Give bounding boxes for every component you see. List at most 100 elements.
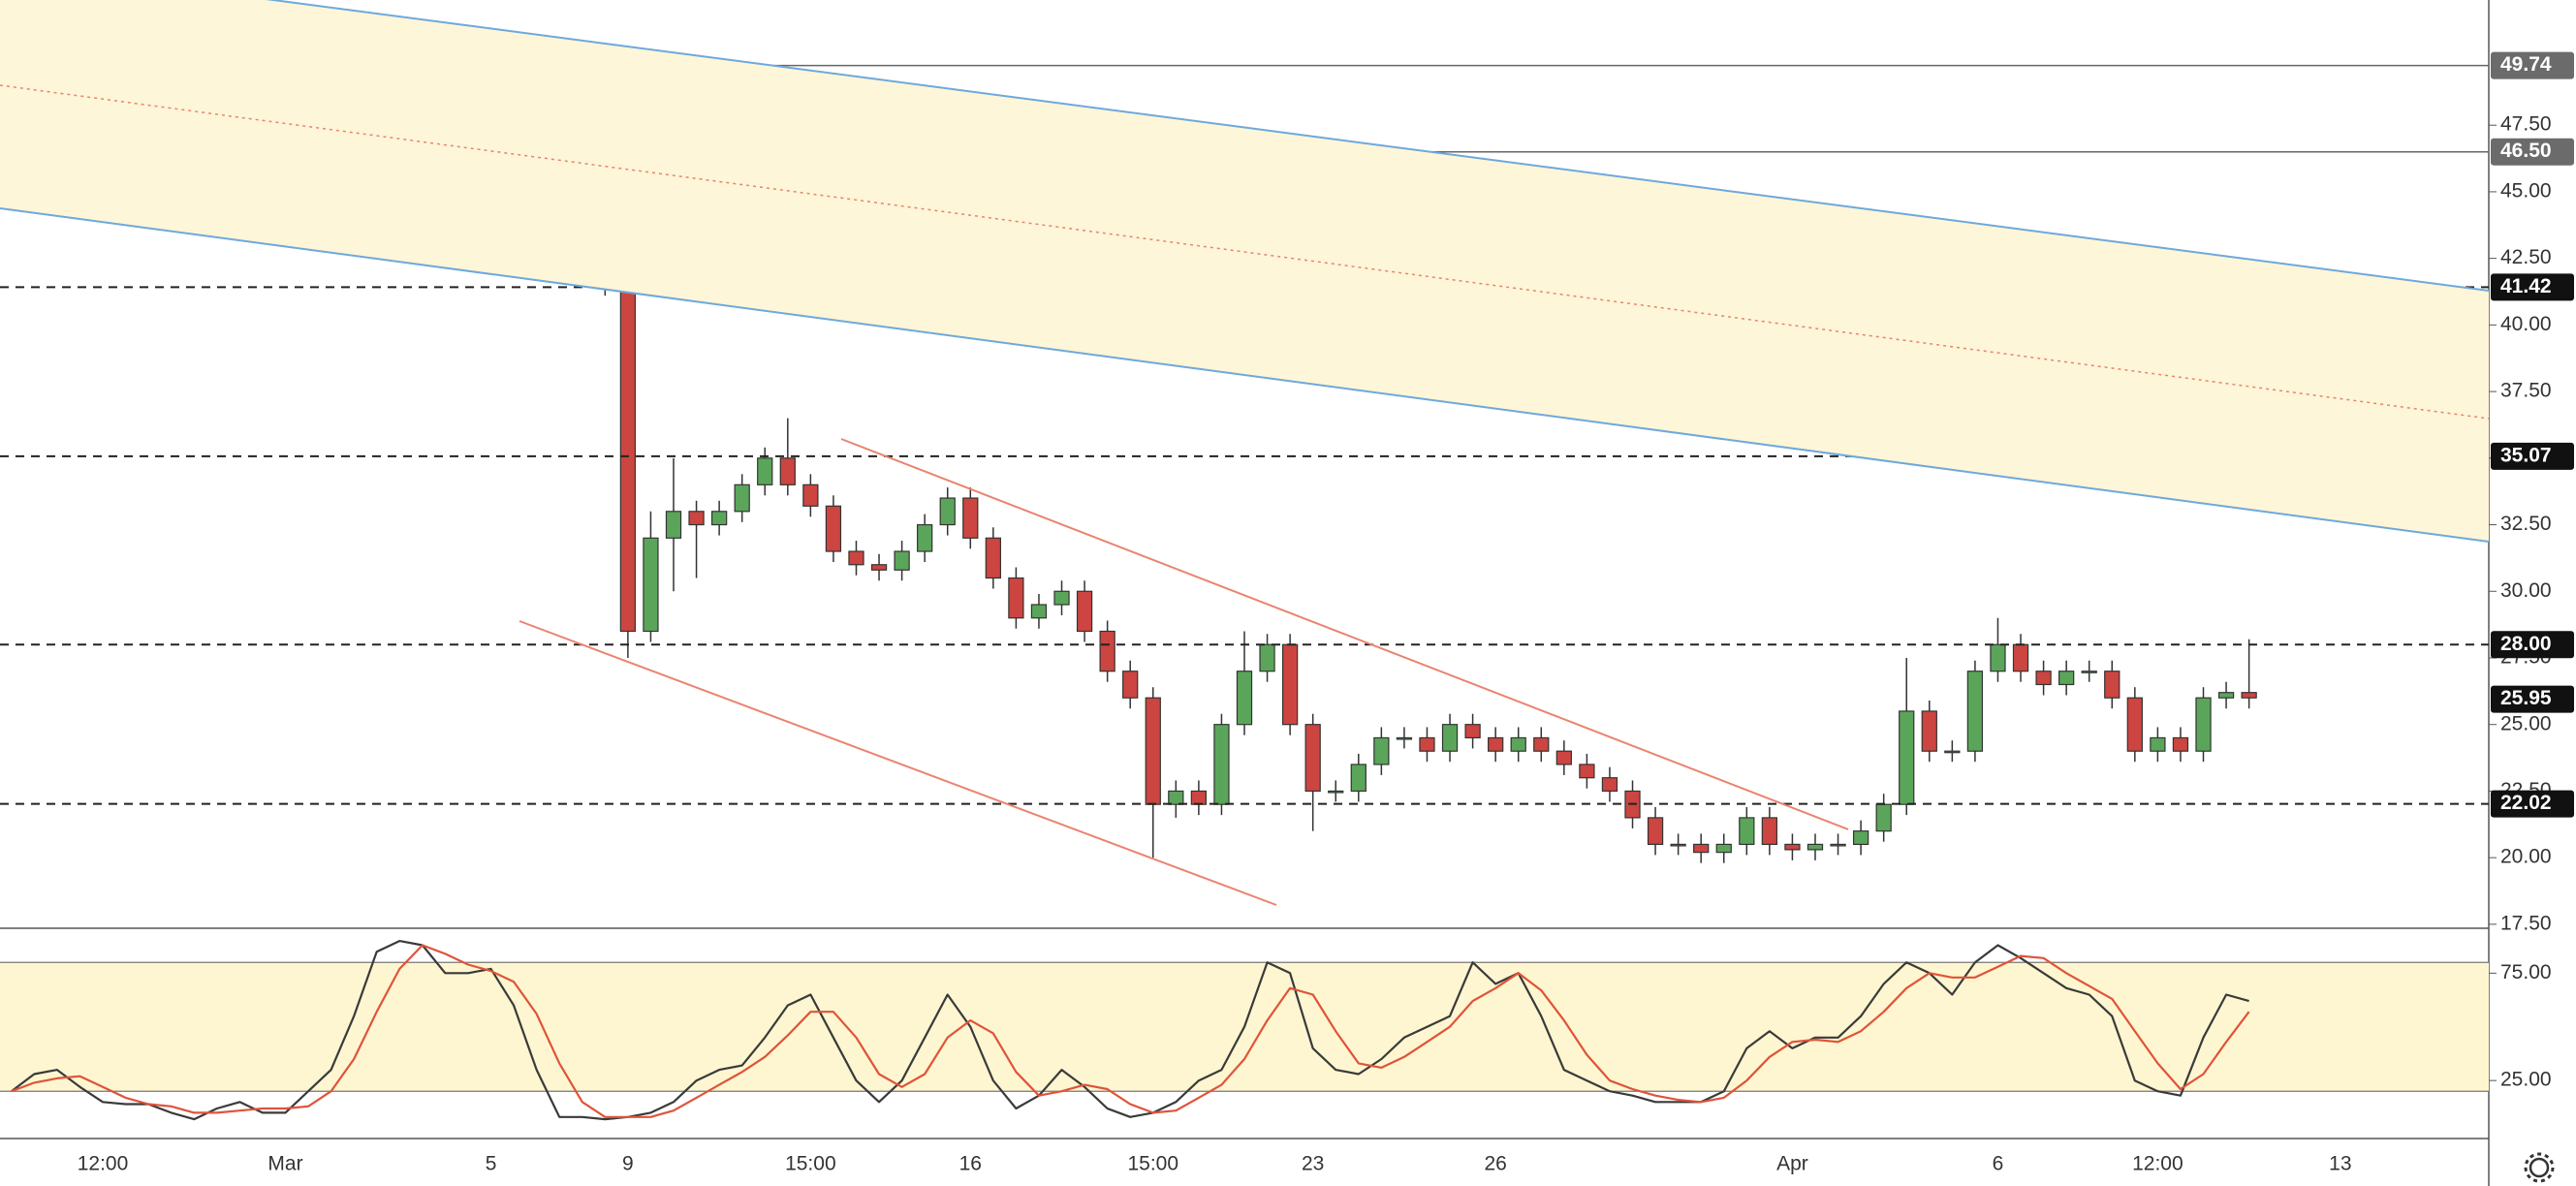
candle-body <box>1990 643 2006 672</box>
price-level-box <box>2491 51 2574 79</box>
price-level-box <box>2491 631 2574 659</box>
x-tick-label: 26 <box>1484 1153 1506 1175</box>
candle-body <box>1076 590 1093 633</box>
candle-body <box>2241 692 2257 699</box>
candle-body <box>1145 697 1161 805</box>
candle-body <box>1555 750 1572 765</box>
x-tick-label: 5 <box>486 1153 497 1175</box>
gear-teeth[interactable] <box>2524 1152 2555 1183</box>
price-level-label: 28.00 <box>2500 633 2552 655</box>
candle-body <box>1441 724 1459 752</box>
candle-body <box>643 537 659 633</box>
candle-body <box>939 497 956 526</box>
y-tick-label: 20.00 <box>2500 846 2552 868</box>
candle-body <box>1168 790 1184 805</box>
candle-body <box>1670 843 1686 847</box>
y-tick-label: 32.50 <box>2500 513 2552 535</box>
candle-body <box>870 564 888 571</box>
channel-lower <box>0 207 2490 543</box>
candle-body <box>2012 643 2029 672</box>
candle-body <box>1601 777 1618 793</box>
price-level-box <box>2491 138 2574 166</box>
candle-body <box>1122 671 1139 699</box>
price-level-box <box>2491 273 2574 301</box>
candle-body <box>1373 736 1390 765</box>
candle-body <box>1647 817 1664 846</box>
candle-body <box>1899 710 1915 805</box>
drawings <box>0 0 2490 906</box>
x-tick-label: 15:00 <box>785 1153 836 1175</box>
candle-body <box>2081 671 2097 673</box>
last-price-label: 25.95 <box>2500 687 2552 709</box>
candle-body <box>688 511 705 526</box>
x-tick-label: 15:00 <box>1127 1153 1178 1175</box>
candle-body <box>1579 764 1595 779</box>
candle-body <box>1510 736 1526 752</box>
candle-body <box>1715 843 1732 854</box>
candle-body <box>1921 710 1937 752</box>
candle-body <box>1966 671 1984 752</box>
y-tick-label: 30.00 <box>2500 579 2552 602</box>
candle-body <box>1281 643 1299 726</box>
candle-body <box>1053 590 1070 606</box>
y-tick-label: 40.00 <box>2500 313 2552 335</box>
last-price-box <box>2491 685 2574 713</box>
y-tick-label: 42.50 <box>2500 246 2552 268</box>
candle-body <box>1875 803 1892 832</box>
candle-body <box>1852 830 1869 846</box>
stochastic-line <box>11 944 2250 1118</box>
y-tick-label: 47.50 <box>2500 113 2552 136</box>
price-level-label: 41.42 <box>2500 275 2552 297</box>
trend-upper <box>840 438 1849 830</box>
gear[interactable] <box>2529 1157 2550 1178</box>
candle-body <box>1396 736 1413 740</box>
candle-body <box>1784 843 1801 851</box>
x-tick-label: 9 <box>622 1153 634 1175</box>
candle-body <box>665 511 682 539</box>
y-tick-label: 17.50 <box>2500 912 2552 934</box>
price-level-label: 22.02 <box>2500 792 2552 814</box>
stochastic-line <box>11 940 2249 1121</box>
price-level-box <box>2491 790 2574 818</box>
settings-icon[interactable] <box>2524 1152 2555 1183</box>
candle-body <box>710 511 728 526</box>
x-tick-label: 23 <box>1302 1153 1324 1175</box>
candle-body <box>1190 790 1208 805</box>
price-level-label: 46.50 <box>2500 140 2552 162</box>
candle-body <box>2172 736 2189 752</box>
x-tick-label: 12:00 <box>78 1153 129 1175</box>
candle-body <box>1761 817 1778 846</box>
candle-body <box>1350 764 1367 793</box>
candle-body <box>2217 692 2235 699</box>
y-tick-label: 37.50 <box>2500 380 2552 402</box>
candle-body <box>779 457 796 485</box>
candle-body <box>734 484 750 513</box>
candle-body <box>2104 671 2120 699</box>
channel-center <box>0 84 2490 420</box>
candle-body <box>1830 843 1846 847</box>
y-tick-label: 75.00 <box>2500 961 2552 983</box>
x-tick-label: Apr <box>1776 1153 1808 1175</box>
candle-body <box>2150 736 2166 752</box>
candle-body <box>1213 724 1230 805</box>
trend-lower <box>518 620 1277 906</box>
x-tick-label: Mar <box>267 1153 302 1175</box>
y-tick-label: 45.00 <box>2500 179 2552 202</box>
price-level-box <box>2491 442 2574 470</box>
candle-body <box>985 537 1001 579</box>
candle-body <box>1304 724 1321 793</box>
candle-body <box>1464 724 1481 739</box>
candle-body <box>894 550 910 571</box>
price-level-label: 35.07 <box>2500 444 2552 466</box>
candle-body <box>2058 671 2075 686</box>
candle-body <box>1693 843 1710 854</box>
candle-body <box>1328 790 1344 794</box>
candle-body <box>2035 671 2052 686</box>
candle-body <box>917 523 933 552</box>
candle-body <box>962 497 979 539</box>
candle-body <box>1259 643 1275 672</box>
candle-body <box>1099 630 1115 672</box>
candle-body <box>1236 671 1253 726</box>
y-tick-label: 25.00 <box>2500 1069 2552 1091</box>
